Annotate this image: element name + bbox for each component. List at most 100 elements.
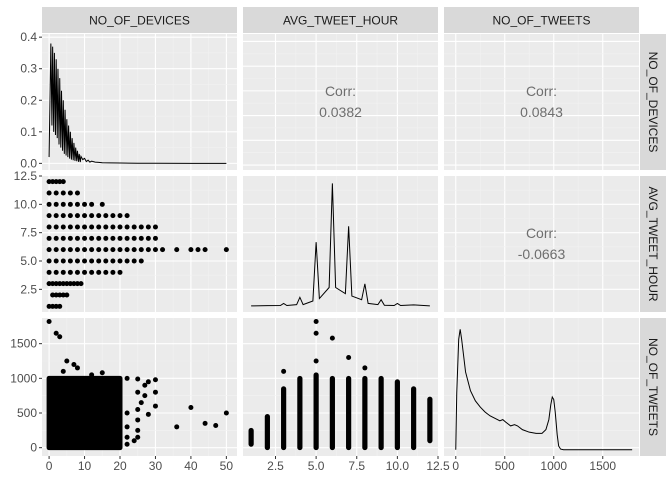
scatter-point — [82, 247, 88, 253]
scatter-point — [53, 235, 59, 241]
scatter-point — [103, 269, 109, 275]
scatter-point — [152, 377, 158, 383]
scatter-point — [142, 393, 148, 399]
scatter-point — [71, 361, 77, 367]
scatter-point — [53, 281, 59, 287]
y-tick-label: 10.0 — [14, 197, 38, 211]
scatter-point — [57, 179, 63, 185]
scatter-point — [82, 235, 88, 241]
scatter-point — [110, 269, 116, 275]
y-tick-label: 12.5 — [14, 169, 38, 183]
scatter-point — [124, 441, 130, 447]
scatter-point — [188, 404, 194, 410]
scatter-point — [135, 417, 141, 423]
scatter-point — [223, 247, 229, 253]
y-tick-label: 5.0 — [20, 254, 37, 268]
panel-background — [243, 318, 438, 456]
scatter-point — [60, 235, 66, 241]
scatter-point — [362, 365, 368, 371]
scatter-point — [67, 235, 73, 241]
scatter-band — [346, 375, 352, 451]
y-tick-label: 1500 — [10, 337, 37, 351]
scatter-point — [117, 269, 123, 275]
scatter-point — [145, 411, 151, 417]
y-tick-label: 0.3 — [20, 62, 37, 76]
scatter-point — [117, 235, 123, 241]
scatter-point — [74, 213, 80, 219]
scatter-point — [138, 400, 144, 406]
scatter-point — [74, 281, 80, 287]
scatter-point — [50, 303, 56, 309]
x-tick-label: 20 — [113, 459, 127, 473]
scatter-point — [74, 235, 80, 241]
x-tick-label: 0 — [452, 459, 459, 473]
scatter-point — [124, 434, 130, 440]
scatter-point — [152, 247, 158, 253]
scatter-point — [46, 235, 52, 241]
strip-right-1 — [640, 176, 666, 312]
scatter-point — [96, 269, 102, 275]
scatter-point — [131, 224, 137, 230]
panel-background — [444, 176, 639, 312]
scatter-band — [411, 386, 417, 451]
scatter-point — [213, 422, 219, 428]
scatter-point — [124, 424, 130, 430]
strip-top-2 — [444, 7, 639, 33]
strip-right-2 — [640, 318, 666, 456]
scatter-point — [82, 201, 88, 207]
scatter-point — [46, 179, 52, 185]
scatter-point — [188, 247, 194, 253]
scatter-band — [394, 379, 400, 451]
scatter-point — [138, 247, 144, 253]
scatter-point — [202, 247, 208, 253]
scatter-point — [117, 443, 123, 449]
scatter-point — [138, 235, 144, 241]
panel-background — [444, 318, 639, 456]
corr-value: -0.0663 — [518, 246, 566, 262]
y-tick-label: 0 — [30, 441, 37, 455]
scatter-band — [297, 375, 303, 451]
x-tick-label: 5.0 — [308, 459, 325, 473]
scatter-point — [131, 247, 137, 253]
scatter-point — [124, 224, 130, 230]
scatter-point — [103, 235, 109, 241]
scatter-point — [89, 201, 95, 207]
scatter-point — [53, 190, 59, 196]
scatter-point — [96, 224, 102, 230]
scatter-band — [313, 372, 319, 451]
scatter-point — [103, 258, 109, 264]
scatter-point — [313, 330, 319, 336]
scatter-point — [57, 334, 63, 340]
y-tick-label: 500 — [17, 406, 37, 420]
scatter-point — [67, 281, 73, 287]
scatter-point — [110, 247, 116, 253]
scatter-point — [110, 258, 116, 264]
scatter-point — [138, 258, 144, 264]
scatter-point — [152, 403, 158, 409]
scatter-point — [174, 424, 180, 430]
scatter-point — [145, 235, 151, 241]
scatter-point — [110, 213, 116, 219]
scatter-point — [64, 358, 70, 364]
scatter-point — [99, 201, 105, 207]
scatter-point — [46, 318, 52, 324]
scatter-point — [74, 269, 80, 275]
panel-r1-c0 — [42, 176, 237, 312]
scatter-point — [96, 258, 102, 264]
panel-r0-c1 — [243, 34, 438, 170]
scatter-point — [223, 410, 229, 416]
scatter-point — [82, 224, 88, 230]
scatter-point — [138, 224, 144, 230]
scatter-point — [135, 427, 141, 433]
scatter-point — [50, 281, 56, 287]
x-tick-label: 0 — [46, 459, 53, 473]
scatter-point — [145, 379, 151, 385]
scatter-point — [60, 368, 66, 374]
scatter-point — [103, 224, 109, 230]
scatter-band — [248, 427, 254, 447]
y-tick-label: 0.1 — [20, 125, 37, 139]
scatter-point — [117, 431, 123, 437]
scatter-point — [346, 355, 352, 361]
scatter-point — [202, 420, 208, 426]
scatter-point — [135, 376, 141, 382]
